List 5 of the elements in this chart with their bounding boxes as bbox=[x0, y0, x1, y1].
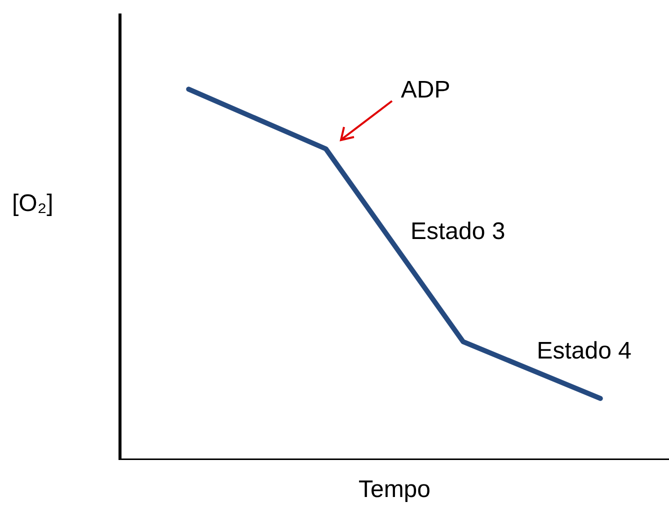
y-axis-title: [O₂] bbox=[12, 190, 54, 218]
annotation: ADP bbox=[400, 76, 450, 104]
annotation: Estado 4 bbox=[536, 338, 632, 365]
x-axis-title: Tempo bbox=[357, 476, 432, 504]
annotation: Estado 3 bbox=[410, 218, 506, 245]
